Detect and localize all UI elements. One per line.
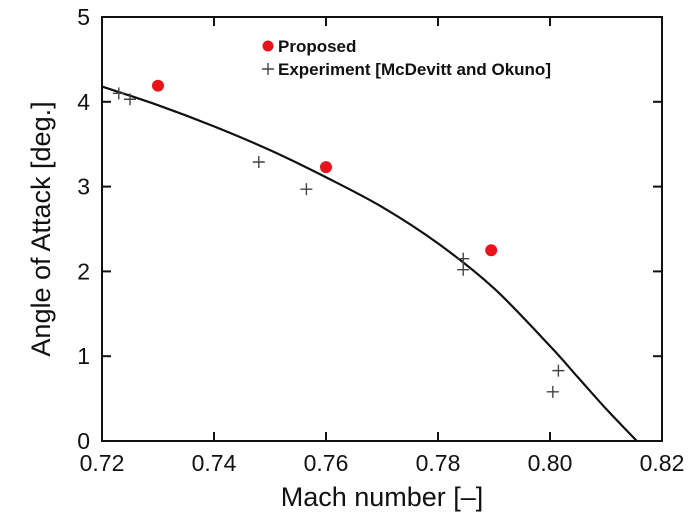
proposed-point: [320, 161, 332, 174]
experiment-point: [546, 385, 559, 398]
x-tick-label: 0.80: [528, 450, 573, 476]
y-axis-title: Angle of Attack [deg.]: [26, 101, 56, 356]
legend-marker-experiment: [262, 63, 274, 75]
y-tick-label: 0: [77, 428, 90, 454]
proposed-point: [152, 79, 164, 92]
experiment-point: [252, 156, 265, 169]
x-tick-label: 0.78: [416, 450, 461, 476]
y-tick-label: 5: [77, 4, 90, 30]
x-tick-label: 0.74: [192, 450, 237, 476]
x-axis-ticks: 0.72 0.74 0.76 0.78 0.80 0.82: [80, 17, 685, 476]
legend-label-experiment: Experiment [McDevitt and Okuno]: [278, 60, 551, 79]
x-tick-label: 0.82: [640, 450, 685, 476]
y-axis-ticks: 0 1 2 3 4 5: [77, 4, 662, 454]
y-tick-label: 3: [77, 174, 90, 200]
experiment-point: [300, 183, 313, 196]
experiment-point: [457, 263, 470, 276]
y-tick-label: 2: [77, 258, 90, 284]
legend-label-proposed: Proposed: [278, 37, 356, 56]
y-tick-label: 4: [77, 89, 90, 115]
x-tick-label: 0.72: [80, 450, 125, 476]
experiment-point: [124, 93, 136, 106]
x-axis-title: Mach number [–]: [281, 482, 484, 512]
y-tick-label: 1: [77, 343, 90, 369]
experiment-point: [552, 364, 565, 377]
legend: Proposed Experiment [McDevitt and Okuno]: [262, 37, 551, 79]
x-tick-label: 0.76: [304, 450, 349, 476]
plot-frame: [101, 16, 663, 442]
experiment-point: [457, 252, 470, 265]
legend-marker-proposed: [262, 40, 274, 52]
proposed-point: [485, 244, 498, 257]
fit-curve: [101, 85, 638, 442]
data-markers: [112, 79, 565, 398]
experiment-point: [112, 87, 125, 100]
